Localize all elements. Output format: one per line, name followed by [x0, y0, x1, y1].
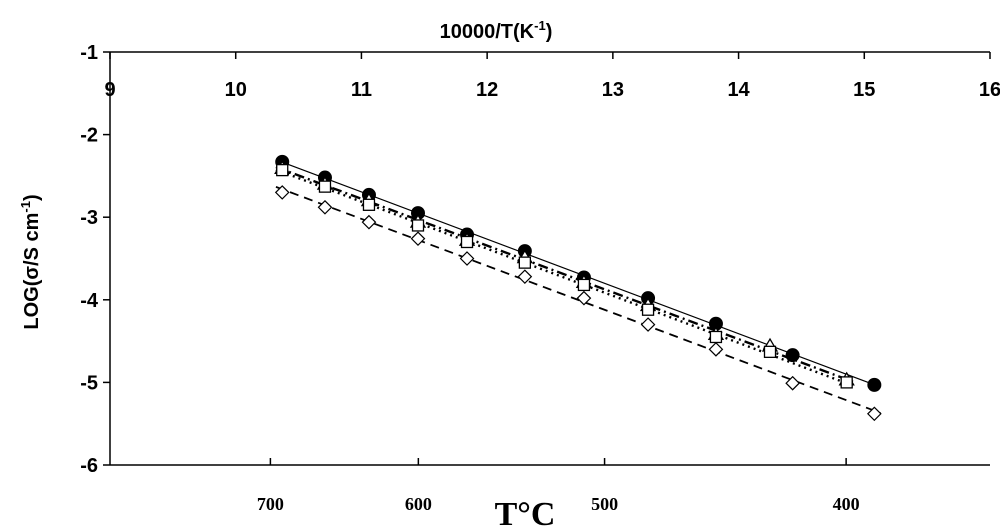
data-point-s3: [763, 345, 777, 358]
data-point-s4: [708, 342, 724, 357]
bottom-tick-label: 400: [833, 494, 860, 514]
data-point-s4: [866, 406, 882, 422]
y-tick-label: -2: [80, 125, 98, 147]
data-point-s4: [576, 290, 592, 306]
y-tick-label: -4: [80, 290, 99, 312]
bottom-tick-label: 700: [257, 494, 284, 514]
top-axis-title: 10000/T(K-1): [440, 18, 553, 43]
top-tick-label: 16: [979, 79, 1000, 101]
axes: 9 10 11 12 13 14 15 16 -1 -2 -3 -4 -5 -6 700 600 500 400: [80, 42, 1000, 514]
data-point-s3: [362, 198, 376, 211]
data-point-s1: [785, 348, 800, 363]
y-tick-label: -3: [80, 207, 98, 229]
data-point-s4: [640, 317, 656, 332]
data-point-s3: [411, 219, 425, 232]
data-point-s4: [410, 231, 426, 247]
data-point-s3: [276, 163, 289, 177]
bottom-axis-title: T°C: [495, 496, 556, 530]
series-line-4: [275, 186, 881, 414]
y-tick-label: -6: [80, 455, 98, 477]
top-tick-label: 14: [727, 79, 750, 101]
data-point-s4: [317, 199, 333, 215]
top-tick-label: 13: [602, 79, 624, 101]
data-point-s3: [518, 256, 532, 269]
data-point-s4: [459, 251, 475, 266]
y-tick-label: -1: [80, 42, 98, 64]
top-tick-label: 9: [104, 79, 115, 101]
data-point-s3: [840, 376, 853, 389]
series-markers: [274, 154, 882, 422]
data-point-s4: [517, 269, 533, 285]
top-tick-label: 10: [225, 79, 247, 101]
data-point-s3: [460, 235, 474, 249]
top-tick-label: 11: [351, 79, 372, 101]
data-point-s1: [867, 377, 882, 392]
bottom-tick-label: 600: [405, 494, 432, 514]
data-point-s4: [361, 214, 377, 230]
bottom-tick-label: 500: [591, 494, 618, 514]
y-axis-title: LOG(σ/S cm-1): [18, 194, 43, 329]
data-point-s3: [641, 303, 655, 316]
top-tick-label: 15: [853, 79, 875, 101]
data-point-s3: [709, 330, 723, 344]
data-point-s3: [577, 278, 591, 292]
top-tick-label: 12: [476, 79, 498, 101]
data-point-s4: [274, 185, 290, 200]
data-point-s3: [318, 180, 332, 193]
data-point-s4: [785, 375, 800, 391]
y-tick-label: -5: [80, 372, 98, 394]
